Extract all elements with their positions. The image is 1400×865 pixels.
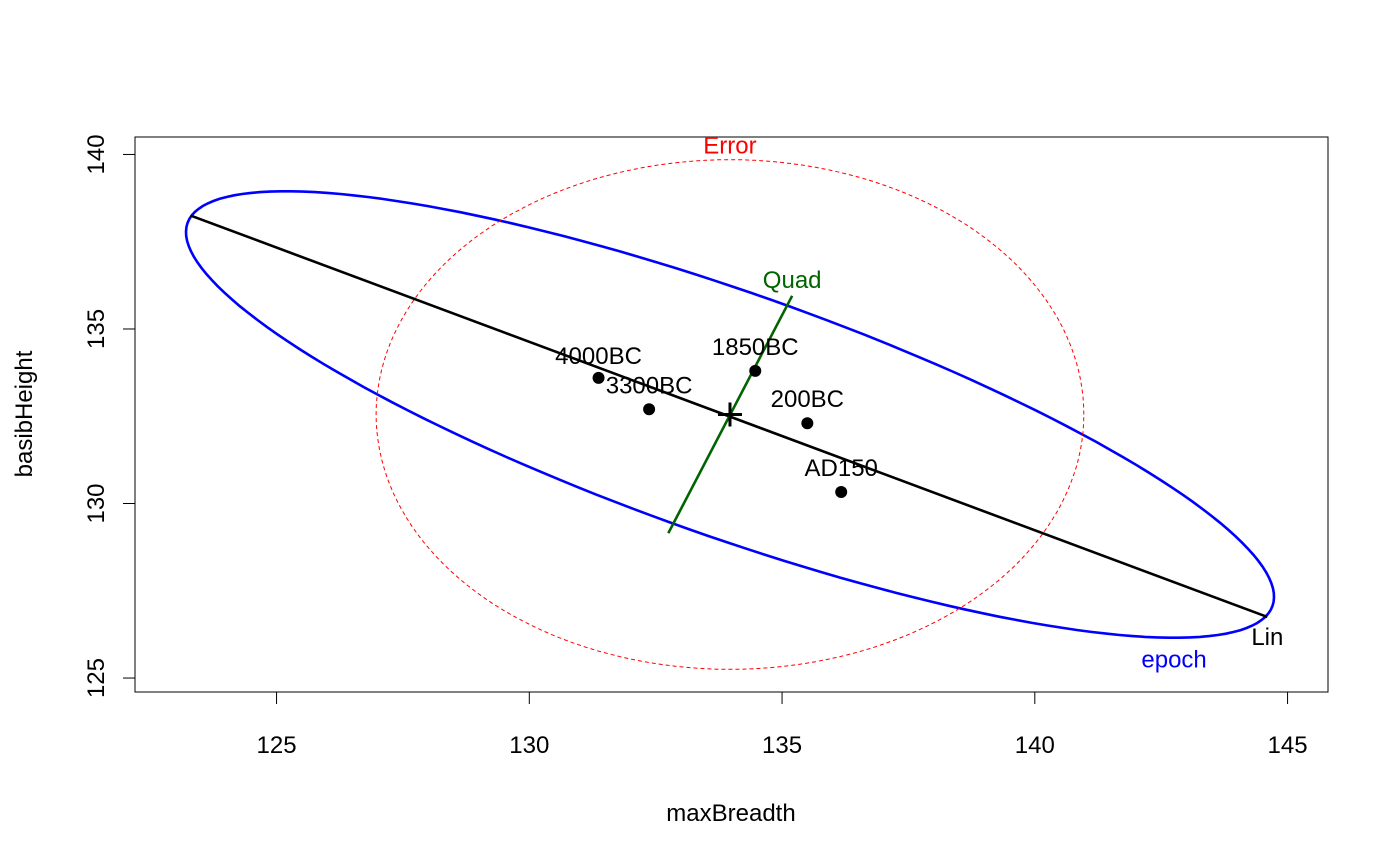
data-point-200bc <box>801 417 814 430</box>
error-ellipse <box>375 159 1085 670</box>
data-point-ad150 <box>835 485 848 498</box>
x-tick-label: 140 <box>1015 732 1055 759</box>
quad-label: Quad <box>763 267 822 294</box>
x-tick-label: 130 <box>509 732 549 759</box>
data-label-4000bc: 4000BC <box>555 343 642 370</box>
data-label-200bc: 200BC <box>771 386 844 413</box>
data-point-1850bc <box>749 364 762 377</box>
x-tick-label: 125 <box>257 732 297 759</box>
data-label-ad150: AD150 <box>805 455 878 482</box>
y-tick-label: 135 <box>83 309 110 349</box>
y-tick-label: 130 <box>83 483 110 523</box>
y-tick-label: 140 <box>83 134 110 174</box>
data-point-3300bc <box>643 403 656 416</box>
x-axis-label: maxBreadth <box>666 800 795 827</box>
data-label-1850bc: 1850BC <box>712 334 799 361</box>
axes: 125 130 135 140 145 125 130 135 140 <box>83 134 1308 759</box>
annotations: epoch Error Lin Quad <box>184 133 1283 674</box>
y-axis-label: basibHeight <box>11 350 38 477</box>
x-tick-label: 135 <box>762 732 802 759</box>
y-tick-label: 125 <box>83 658 110 698</box>
lin-label: Lin <box>1251 624 1283 651</box>
data-label-3300bc: 3300BC <box>606 372 693 399</box>
x-tick-label: 145 <box>1268 732 1308 759</box>
data-point-4000bc <box>592 371 605 384</box>
error-label: Error <box>703 133 756 160</box>
epoch-label: epoch <box>1141 647 1206 674</box>
